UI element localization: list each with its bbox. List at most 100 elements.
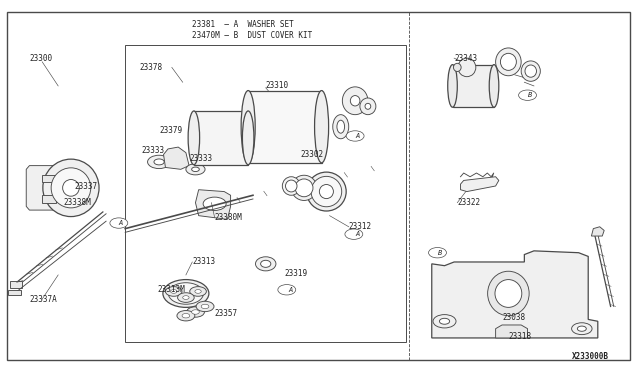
Circle shape [154, 159, 164, 165]
Ellipse shape [521, 61, 540, 81]
Ellipse shape [241, 90, 255, 163]
Text: 23302: 23302 [301, 150, 324, 159]
Bar [248, 90, 321, 163]
Ellipse shape [495, 48, 521, 76]
Ellipse shape [307, 172, 346, 211]
Circle shape [345, 229, 363, 239]
Ellipse shape [255, 257, 276, 271]
Text: B: B [527, 92, 532, 98]
Ellipse shape [495, 280, 522, 307]
Text: 23338M: 23338M [63, 198, 91, 207]
Circle shape [346, 131, 364, 141]
Circle shape [577, 326, 586, 331]
Ellipse shape [168, 283, 204, 304]
Circle shape [170, 289, 177, 293]
Ellipse shape [295, 179, 313, 197]
Bar [194, 111, 248, 165]
Ellipse shape [350, 96, 360, 106]
Bar [42, 175, 56, 182]
Polygon shape [591, 227, 604, 236]
Circle shape [572, 323, 592, 335]
Circle shape [189, 286, 206, 296]
Text: 23333: 23333 [189, 154, 212, 163]
Ellipse shape [243, 111, 254, 165]
Text: X233000B: X233000B [572, 352, 609, 361]
Circle shape [433, 315, 456, 328]
Text: 23470M — B  DUST COVER KIT: 23470M — B DUST COVER KIT [192, 31, 312, 41]
Ellipse shape [454, 63, 461, 71]
Text: 23379: 23379 [159, 126, 182, 135]
Text: B: B [438, 250, 442, 256]
Text: 23322: 23322 [458, 198, 481, 207]
Circle shape [177, 293, 194, 302]
Ellipse shape [458, 58, 476, 77]
Ellipse shape [260, 260, 271, 267]
Circle shape [203, 197, 226, 211]
Text: 23319: 23319 [285, 269, 308, 278]
Text: 23313: 23313 [192, 257, 216, 266]
Ellipse shape [488, 271, 529, 316]
Circle shape [182, 296, 189, 299]
Ellipse shape [291, 175, 317, 201]
Text: A: A [355, 133, 360, 139]
Text: 23312: 23312 [349, 222, 372, 231]
Text: 23318: 23318 [508, 331, 531, 341]
Circle shape [110, 218, 128, 228]
Polygon shape [26, 166, 65, 210]
Ellipse shape [448, 65, 458, 107]
Ellipse shape [342, 87, 368, 115]
Text: 23337A: 23337A [29, 295, 57, 304]
Polygon shape [195, 190, 230, 219]
Circle shape [148, 155, 171, 169]
Ellipse shape [525, 65, 536, 77]
Text: 23038: 23038 [502, 313, 525, 322]
Text: 23300: 23300 [29, 54, 52, 62]
Text: A: A [119, 220, 123, 226]
Circle shape [440, 318, 450, 324]
Circle shape [165, 286, 182, 296]
Text: 23381  — A  WASHER SET: 23381 — A WASHER SET [192, 20, 294, 29]
Text: 23343: 23343 [454, 54, 477, 62]
Bar [42, 195, 56, 203]
Circle shape [182, 314, 189, 318]
Circle shape [195, 289, 201, 293]
Ellipse shape [360, 98, 376, 115]
Text: 23380M: 23380M [214, 213, 243, 222]
Ellipse shape [489, 65, 499, 107]
Circle shape [191, 310, 199, 314]
Bar [8, 290, 21, 295]
Ellipse shape [163, 280, 209, 307]
Bar [10, 280, 22, 288]
Text: A: A [288, 287, 292, 293]
Ellipse shape [63, 180, 79, 196]
Text: 23337: 23337 [74, 182, 97, 190]
Bar [452, 65, 494, 107]
Ellipse shape [319, 185, 333, 199]
Ellipse shape [311, 176, 342, 207]
Ellipse shape [333, 115, 349, 139]
Circle shape [186, 164, 205, 175]
Text: 23313M: 23313M [157, 285, 185, 294]
Ellipse shape [315, 90, 328, 163]
Circle shape [177, 311, 195, 321]
Circle shape [186, 307, 204, 317]
Polygon shape [461, 177, 499, 192]
Circle shape [201, 304, 209, 309]
Text: 23378: 23378 [140, 63, 163, 72]
Ellipse shape [188, 111, 200, 165]
Circle shape [191, 167, 199, 171]
Ellipse shape [500, 53, 516, 70]
Circle shape [278, 285, 296, 295]
Text: A: A [355, 231, 360, 237]
Ellipse shape [282, 177, 300, 195]
Circle shape [518, 90, 536, 100]
Ellipse shape [337, 120, 344, 133]
Circle shape [196, 301, 214, 312]
Ellipse shape [51, 168, 91, 208]
Ellipse shape [365, 103, 371, 109]
Polygon shape [164, 147, 189, 169]
Circle shape [429, 247, 447, 258]
Polygon shape [495, 325, 527, 338]
Text: 23333: 23333 [141, 146, 164, 155]
Polygon shape [432, 251, 598, 338]
